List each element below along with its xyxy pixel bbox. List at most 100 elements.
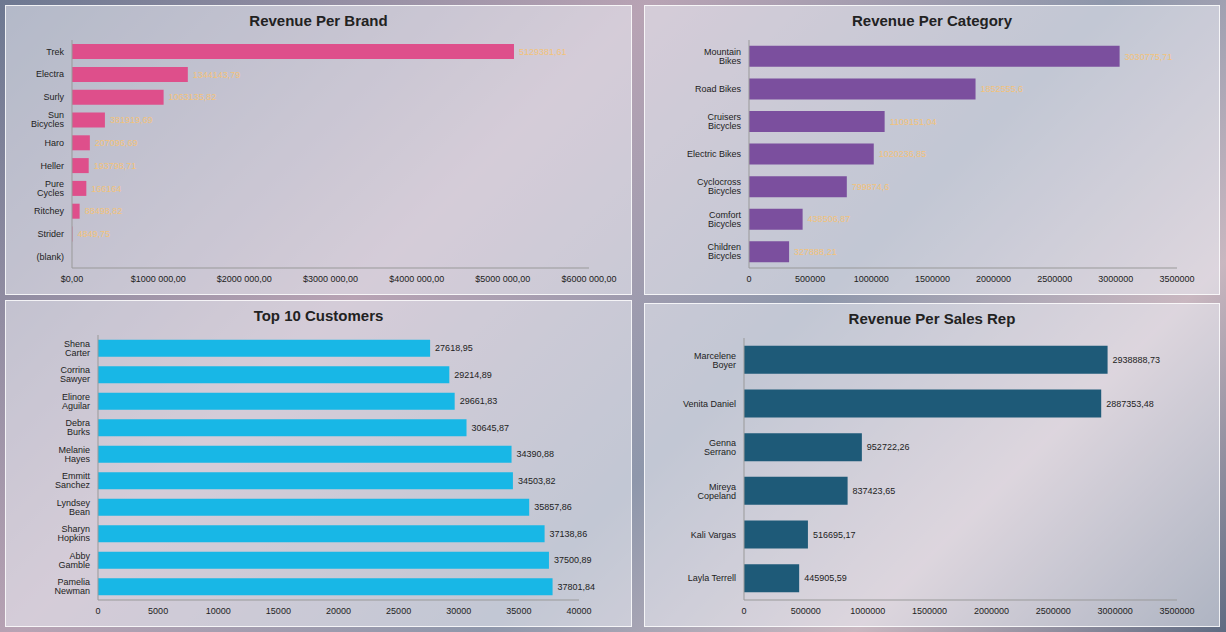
svg-text:1000000: 1000000: [854, 274, 889, 284]
svg-text:27618,95: 27618,95: [435, 343, 473, 353]
svg-text:SharynHopkins: SharynHopkins: [57, 524, 90, 543]
svg-text:Venita Daniel: Venita Daniel: [683, 399, 736, 409]
svg-text:0: 0: [746, 274, 751, 284]
svg-text:799874,6: 799874,6: [852, 182, 890, 192]
svg-text:34390,88: 34390,88: [517, 449, 555, 459]
svg-text:EmmittSanchez: EmmittSanchez: [55, 471, 91, 490]
svg-text:PureCycles: PureCycles: [37, 179, 65, 198]
svg-text:Electra: Electra: [36, 69, 64, 79]
svg-text:1000000: 1000000: [850, 606, 885, 616]
svg-text:5000: 5000: [148, 606, 168, 616]
svg-text:29214,89: 29214,89: [454, 370, 492, 380]
svg-text:Road Bikes: Road Bikes: [695, 84, 742, 94]
svg-text:25000: 25000: [386, 606, 411, 616]
svg-text:29661,83: 29661,83: [460, 396, 498, 406]
svg-text:(blank): (blank): [36, 252, 64, 262]
svg-text:$0,00: $0,00: [61, 274, 84, 284]
svg-text:37801,84: 37801,84: [558, 582, 596, 592]
svg-text:1063135,82: 1063135,82: [169, 92, 217, 102]
svg-text:ElinoreAguilar: ElinoreAguilar: [62, 392, 90, 411]
svg-text:Kali Vargas: Kali Vargas: [691, 530, 737, 540]
svg-text:207096,69: 207096,69: [95, 138, 138, 148]
svg-text:516695,17: 516695,17: [813, 530, 856, 540]
svg-text:1500000: 1500000: [912, 606, 947, 616]
svg-text:500000: 500000: [791, 606, 821, 616]
svg-text:837423,65: 837423,65: [853, 486, 896, 496]
svg-text:LyndseyBean: LyndseyBean: [57, 498, 91, 517]
svg-text:445905,59: 445905,59: [804, 573, 847, 583]
svg-text:0: 0: [95, 606, 100, 616]
svg-text:3500000: 3500000: [1159, 606, 1194, 616]
svg-text:Heller: Heller: [40, 161, 64, 171]
svg-text:$2000 000,00: $2000 000,00: [217, 274, 272, 284]
svg-text:1020236,85: 1020236,85: [879, 149, 927, 159]
svg-text:327888,21: 327888,21: [794, 247, 837, 257]
svg-text:3500000: 3500000: [1159, 274, 1194, 284]
svg-text:MarceleneBoyer: MarceleneBoyer: [694, 351, 736, 370]
svg-text:PameliaNewman: PameliaNewman: [54, 577, 90, 596]
svg-text:MountainBikes: MountainBikes: [704, 47, 742, 66]
svg-text:Strider: Strider: [37, 229, 64, 239]
svg-text:2000000: 2000000: [976, 274, 1011, 284]
svg-text:3000000: 3000000: [1098, 274, 1133, 284]
svg-text:CorrinaSawyer: CorrinaSawyer: [60, 365, 90, 384]
svg-text:40000: 40000: [566, 606, 591, 616]
svg-text:381919,69: 381919,69: [110, 115, 153, 125]
svg-text:Layla Terrell: Layla Terrell: [688, 573, 736, 583]
svg-text:193798,71: 193798,71: [94, 161, 137, 171]
svg-text:Surly: Surly: [43, 92, 64, 102]
svg-text:1852555,6: 1852555,6: [981, 84, 1024, 94]
svg-text:2500000: 2500000: [1036, 606, 1071, 616]
html-text:Revenue Per Category: Revenue Per Category: [852, 12, 1012, 29]
svg-text:438506,87: 438506,87: [808, 214, 851, 224]
svg-text:2500000: 2500000: [1037, 274, 1072, 284]
svg-text:Electric Bikes: Electric Bikes: [687, 149, 742, 159]
svg-text:35000: 35000: [506, 606, 531, 616]
svg-text:37138,86: 37138,86: [550, 529, 588, 539]
svg-text:DebraBurks: DebraBurks: [65, 418, 90, 437]
svg-text:88498,82: 88498,82: [85, 206, 123, 216]
svg-text:20000: 20000: [326, 606, 351, 616]
svg-text:3030775,71: 3030775,71: [1125, 52, 1173, 62]
svg-text:$6000 000,00: $6000 000,00: [561, 274, 616, 284]
svg-text:0: 0: [741, 606, 746, 616]
svg-text:GennaSerrano: GennaSerrano: [704, 438, 736, 457]
svg-text:MireyaCopeland: MireyaCopeland: [697, 482, 736, 501]
svg-text:35857,86: 35857,86: [534, 502, 572, 512]
svg-text:952722,26: 952722,26: [867, 442, 910, 452]
svg-text:30645,87: 30645,87: [472, 423, 510, 433]
svg-text:Trek: Trek: [46, 47, 64, 57]
html-text:Revenue Per Brand: Revenue Per Brand: [249, 12, 388, 29]
svg-text:1344143,79: 1344143,79: [193, 70, 241, 80]
svg-text:1109151,04: 1109151,04: [890, 117, 937, 127]
svg-text:SunBicycles: SunBicycles: [31, 110, 65, 129]
svg-text:$4000 000,00: $4000 000,00: [389, 274, 444, 284]
svg-text:Ritchey: Ritchey: [34, 206, 65, 216]
svg-text:Haro: Haro: [44, 138, 64, 148]
svg-text:10000: 10000: [206, 606, 231, 616]
svg-text:5129381,61: 5129381,61: [519, 47, 567, 57]
svg-text:AbbyGamble: AbbyGamble: [58, 551, 90, 570]
svg-text:30000: 30000: [446, 606, 471, 616]
svg-text:37500,89: 37500,89: [554, 555, 592, 565]
svg-text:2000000: 2000000: [974, 606, 1009, 616]
svg-text:$5000 000,00: $5000 000,00: [475, 274, 530, 284]
svg-text:166164: 166164: [91, 184, 121, 194]
svg-text:34503,82: 34503,82: [518, 476, 556, 486]
html-text:Top 10 Customers: Top 10 Customers: [253, 307, 384, 324]
svg-text:3000000: 3000000: [1098, 606, 1133, 616]
svg-text:$1000 000,00: $1000 000,00: [131, 274, 186, 284]
svg-text:MelanieHayes: MelanieHayes: [58, 445, 90, 464]
svg-text:1500000: 1500000: [915, 274, 950, 284]
svg-text:ChildrenBicycles: ChildrenBicycles: [707, 242, 741, 261]
svg-text:15000: 15000: [266, 606, 291, 616]
svg-text:ShenaCarter: ShenaCarter: [64, 339, 90, 358]
svg-text:500000: 500000: [795, 274, 825, 284]
svg-text:CyclocrossBicycles: CyclocrossBicycles: [697, 177, 742, 196]
svg-text:ComfortBicycles: ComfortBicycles: [708, 210, 742, 229]
svg-text:2887353,48: 2887353,48: [1106, 399, 1154, 409]
svg-text:CruisersBicycles: CruisersBicycles: [707, 112, 741, 131]
svg-text:$3000 000,00: $3000 000,00: [303, 274, 358, 284]
svg-text:4849,75: 4849,75: [77, 229, 110, 239]
svg-text:2938888,73: 2938888,73: [1113, 355, 1161, 365]
